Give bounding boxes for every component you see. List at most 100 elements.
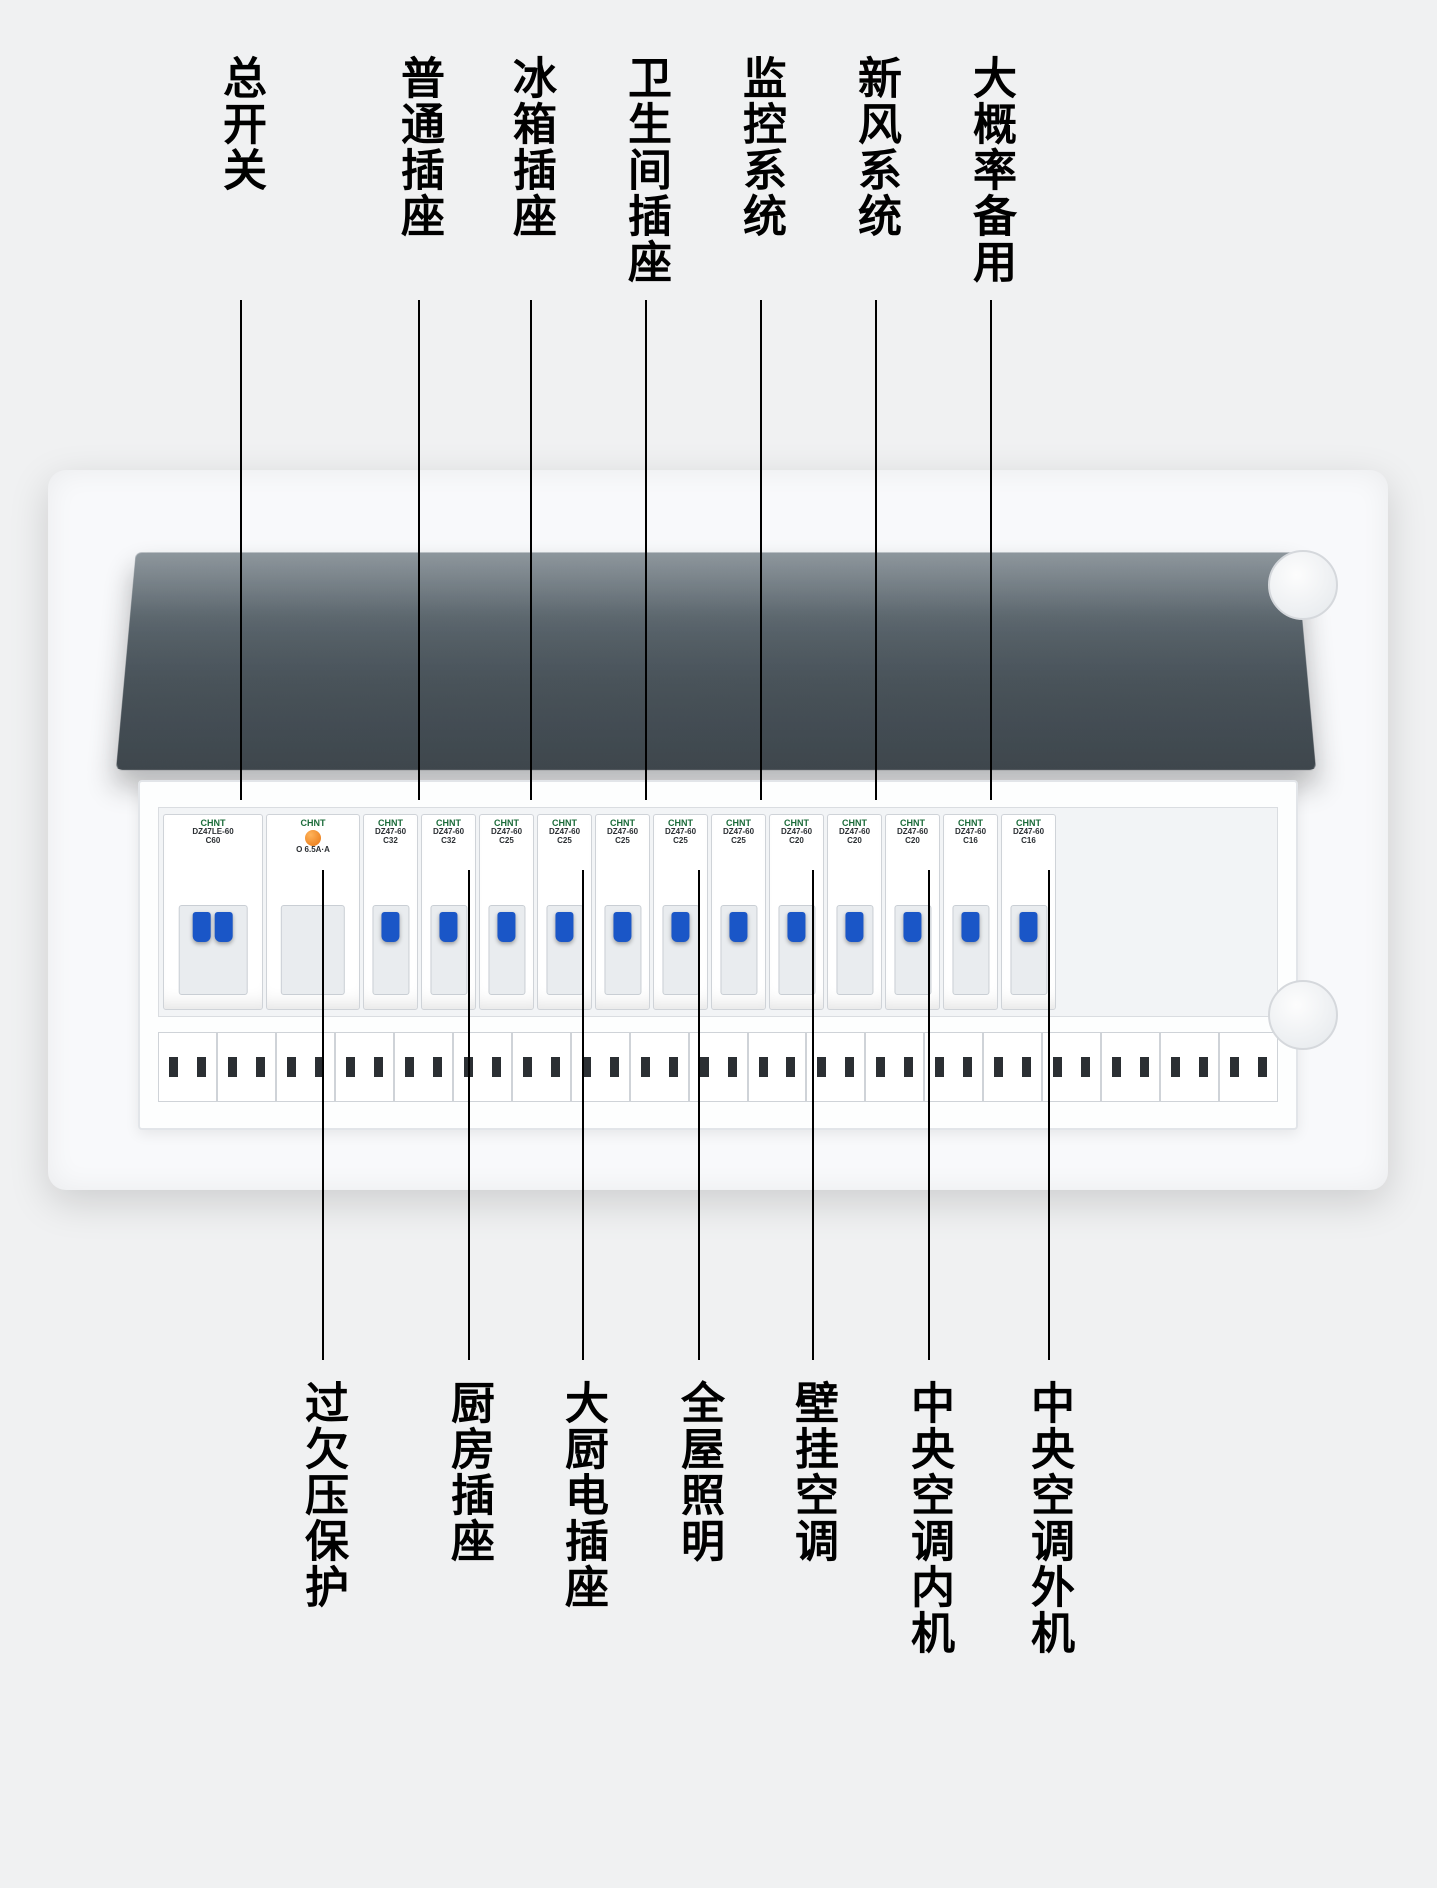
knockout-0 (1268, 550, 1338, 620)
breaker-model: DZ47-60 C25 (549, 828, 580, 846)
leader-wall-ac (812, 870, 814, 1360)
label-central-ac-in: 中央空调内机 (906, 1380, 950, 1656)
marker-slot (394, 1032, 453, 1102)
toggle-slot (894, 905, 931, 995)
breaker-model: DZ47-60 C25 (665, 828, 696, 846)
label-main-switch: 总开关 (218, 55, 262, 193)
breaker-model: DZ47-60 C25 (723, 828, 754, 846)
toggle-slot (952, 905, 989, 995)
box-lid (116, 552, 1316, 770)
marker-slot (1160, 1032, 1219, 1102)
label-kitchen-socket: 厨房插座 (446, 1380, 490, 1564)
leader-common-socket (418, 300, 420, 800)
breaker-b-surv: CHNTDZ47-60 C25 (711, 814, 766, 1010)
toggle-slot (372, 905, 409, 995)
leader-fresh-air (875, 300, 877, 800)
toggle-slot (488, 905, 525, 995)
toggle-slot (720, 905, 757, 995)
label-wall-ac: 壁挂空调 (790, 1380, 834, 1564)
leader-big-appliance (582, 870, 584, 1360)
marker-strip (158, 1032, 1278, 1102)
breaker-model: DZ47-60 C20 (839, 828, 870, 846)
breaker-model: DZ47LE-60 C60 (192, 828, 233, 846)
breaker-b-cac-in: CHNTDZ47-60 C20 (885, 814, 940, 1010)
toggle[interactable] (614, 912, 632, 942)
label-ov-uv-protect: 过欠压保护 (300, 1380, 344, 1610)
label-fridge-socket: 冰箱插座 (508, 55, 552, 239)
toggle-slot (604, 905, 641, 995)
breaker-b-main: CHNTDZ47LE-60 C60 (163, 814, 263, 1010)
label-big-appliance: 大厨电插座 (560, 1380, 604, 1610)
breaker-model: DZ47-60 C25 (607, 828, 638, 846)
indicator-dot (305, 830, 321, 846)
breaker-b-wallac: CHNTDZ47-60 C20 (769, 814, 824, 1010)
leader-kitchen-socket (468, 870, 470, 1360)
toggle[interactable] (193, 912, 211, 942)
breaker-model: O 6.5A·A (296, 846, 330, 855)
marker-slot (1219, 1032, 1278, 1102)
marker-slot (217, 1032, 276, 1102)
label-central-ac-out: 中央空调外机 (1026, 1380, 1070, 1656)
marker-slot (748, 1032, 807, 1102)
breaker-model: DZ47-60 C20 (781, 828, 812, 846)
marker-slot (512, 1032, 571, 1102)
toggle[interactable] (215, 912, 233, 942)
breaker-b-spare: CHNTDZ47-60 C16 (943, 814, 998, 1010)
breaker-model: DZ47-60 C32 (375, 828, 406, 846)
breaker-brand: CHNT (267, 815, 359, 828)
box-face: CHNTDZ47LE-60 C60 CHNT O 6.5A·A CHNTDZ47-60… (138, 780, 1298, 1130)
toggle[interactable] (556, 912, 574, 942)
leader-main-switch (240, 300, 242, 800)
breaker-model: DZ47-60 C25 (491, 828, 522, 846)
toggle[interactable] (440, 912, 458, 942)
marker-slot (1042, 1032, 1101, 1102)
breaker-rail: CHNTDZ47LE-60 C60 CHNT O 6.5A·A CHNTDZ47-60… (158, 807, 1278, 1017)
breaker-b-ovuv: CHNT O 6.5A·A (266, 814, 360, 1010)
label-surveillance: 监控系统 (738, 55, 782, 239)
marker-slot (158, 1032, 217, 1102)
marker-slot (806, 1032, 865, 1102)
marker-slot (924, 1032, 983, 1102)
marker-slot (983, 1032, 1042, 1102)
breaker-model: DZ47-60 C16 (1013, 828, 1044, 846)
toggle[interactable] (382, 912, 400, 942)
breaker-model: DZ47-60 C32 (433, 828, 464, 846)
label-spare: 大概率备用 (968, 55, 1012, 285)
toggle-slot (778, 905, 815, 995)
label-fresh-air: 新风系统 (853, 55, 897, 239)
leader-bathroom-socket (645, 300, 647, 800)
leader-central-ac-in (928, 870, 930, 1360)
label-bathroom-socket: 卫生间插座 (623, 55, 667, 285)
marker-slot (865, 1032, 924, 1102)
toggle[interactable] (498, 912, 516, 942)
leader-ov-uv-protect (322, 870, 324, 1360)
toggle[interactable] (904, 912, 922, 942)
marker-slot (335, 1032, 394, 1102)
toggle-slot (179, 905, 248, 995)
toggle-slot (1010, 905, 1047, 995)
toggle[interactable] (730, 912, 748, 942)
marker-slot (276, 1032, 335, 1102)
marker-slot (630, 1032, 689, 1102)
toggle[interactable] (962, 912, 980, 942)
toggle-slot (281, 905, 345, 995)
distribution-box: CHNTDZ47LE-60 C60 CHNT O 6.5A·A CHNTDZ47-60… (48, 470, 1388, 1190)
breaker-b-common: CHNTDZ47-60 C32 (363, 814, 418, 1010)
knockout-1 (1268, 980, 1338, 1050)
toggle-slot (662, 905, 699, 995)
toggle-slot (546, 905, 583, 995)
marker-slot (571, 1032, 630, 1102)
breaker-b-bath: CHNTDZ47-60 C25 (595, 814, 650, 1010)
toggle-slot (836, 905, 873, 995)
breaker-model: DZ47-60 C16 (955, 828, 986, 846)
toggle[interactable] (846, 912, 864, 942)
toggle[interactable] (672, 912, 690, 942)
leader-fridge-socket (530, 300, 532, 800)
breaker-b-fridge: CHNTDZ47-60 C25 (479, 814, 534, 1010)
label-lighting: 全屋照明 (676, 1380, 720, 1564)
diagram-canvas: CHNTDZ47LE-60 C60 CHNT O 6.5A·A CHNTDZ47-60… (0, 0, 1437, 1888)
leader-lighting (698, 870, 700, 1360)
label-common-socket: 普通插座 (396, 55, 440, 239)
toggle[interactable] (788, 912, 806, 942)
toggle[interactable] (1020, 912, 1038, 942)
